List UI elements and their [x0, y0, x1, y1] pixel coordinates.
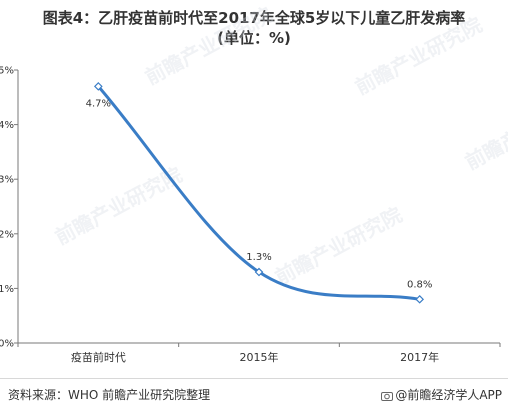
- watermark-text: 前瞻产业研究院: [461, 87, 508, 174]
- data-label: 4.7%: [86, 98, 111, 109]
- data-label: 0.8%: [407, 279, 432, 290]
- x-tick-label: 2015年: [240, 350, 279, 364]
- watermark-text: 前瞻产业研究院: [351, 12, 486, 99]
- title-line-2: (单位：%): [217, 29, 291, 47]
- data-point: [254, 267, 264, 277]
- chart-title: 图表4：乙肝疫苗前时代至2017年全球5岁以下儿童乙肝发病率 (单位：%): [0, 8, 508, 48]
- watermark-text: 前瞻产业研究院: [51, 162, 186, 249]
- watermark-text: 前瞻产业研究院: [271, 202, 406, 289]
- camera-icon: [381, 391, 394, 401]
- x-tick-label: 疫苗前时代: [71, 350, 126, 364]
- y-tick-label: 1%: [0, 284, 14, 295]
- x-ticks: 疫苗前时代 2015年 2017年: [17, 343, 501, 364]
- data-point: [93, 82, 103, 91]
- source-note: 资料来源：WHO 前瞻产业研究院整理: [8, 388, 211, 402]
- title-line-1: 图表4：乙肝疫苗前时代至2017年全球5岁以下儿童乙肝发病率: [42, 9, 466, 27]
- footer: 资料来源：WHO 前瞻产业研究院整理 @前瞻经济学人APP: [0, 378, 508, 411]
- y-tick-label: 2%: [0, 229, 14, 240]
- y-tick-label: 0%: [0, 339, 14, 350]
- y-tick-label: 3%: [0, 175, 14, 186]
- data-points: [93, 82, 425, 304]
- watermark-text: 前瞻产业研究院: [141, 2, 276, 89]
- brand-credit: @前瞻经济学人APP: [381, 386, 502, 403]
- x-tick-label: 2017年: [400, 350, 439, 364]
- brand-label: @前瞻经济学人APP: [395, 388, 502, 402]
- y-tick-label: 5%: [0, 66, 14, 77]
- data-point: [415, 294, 425, 304]
- data-labels: 4.7% 1.3% 0.8%: [86, 98, 433, 290]
- data-label: 1.3%: [246, 252, 271, 263]
- y-tick-label: 4%: [0, 120, 14, 131]
- y-ticks: 0% 1% 2% 3% 4% 5%: [0, 66, 18, 350]
